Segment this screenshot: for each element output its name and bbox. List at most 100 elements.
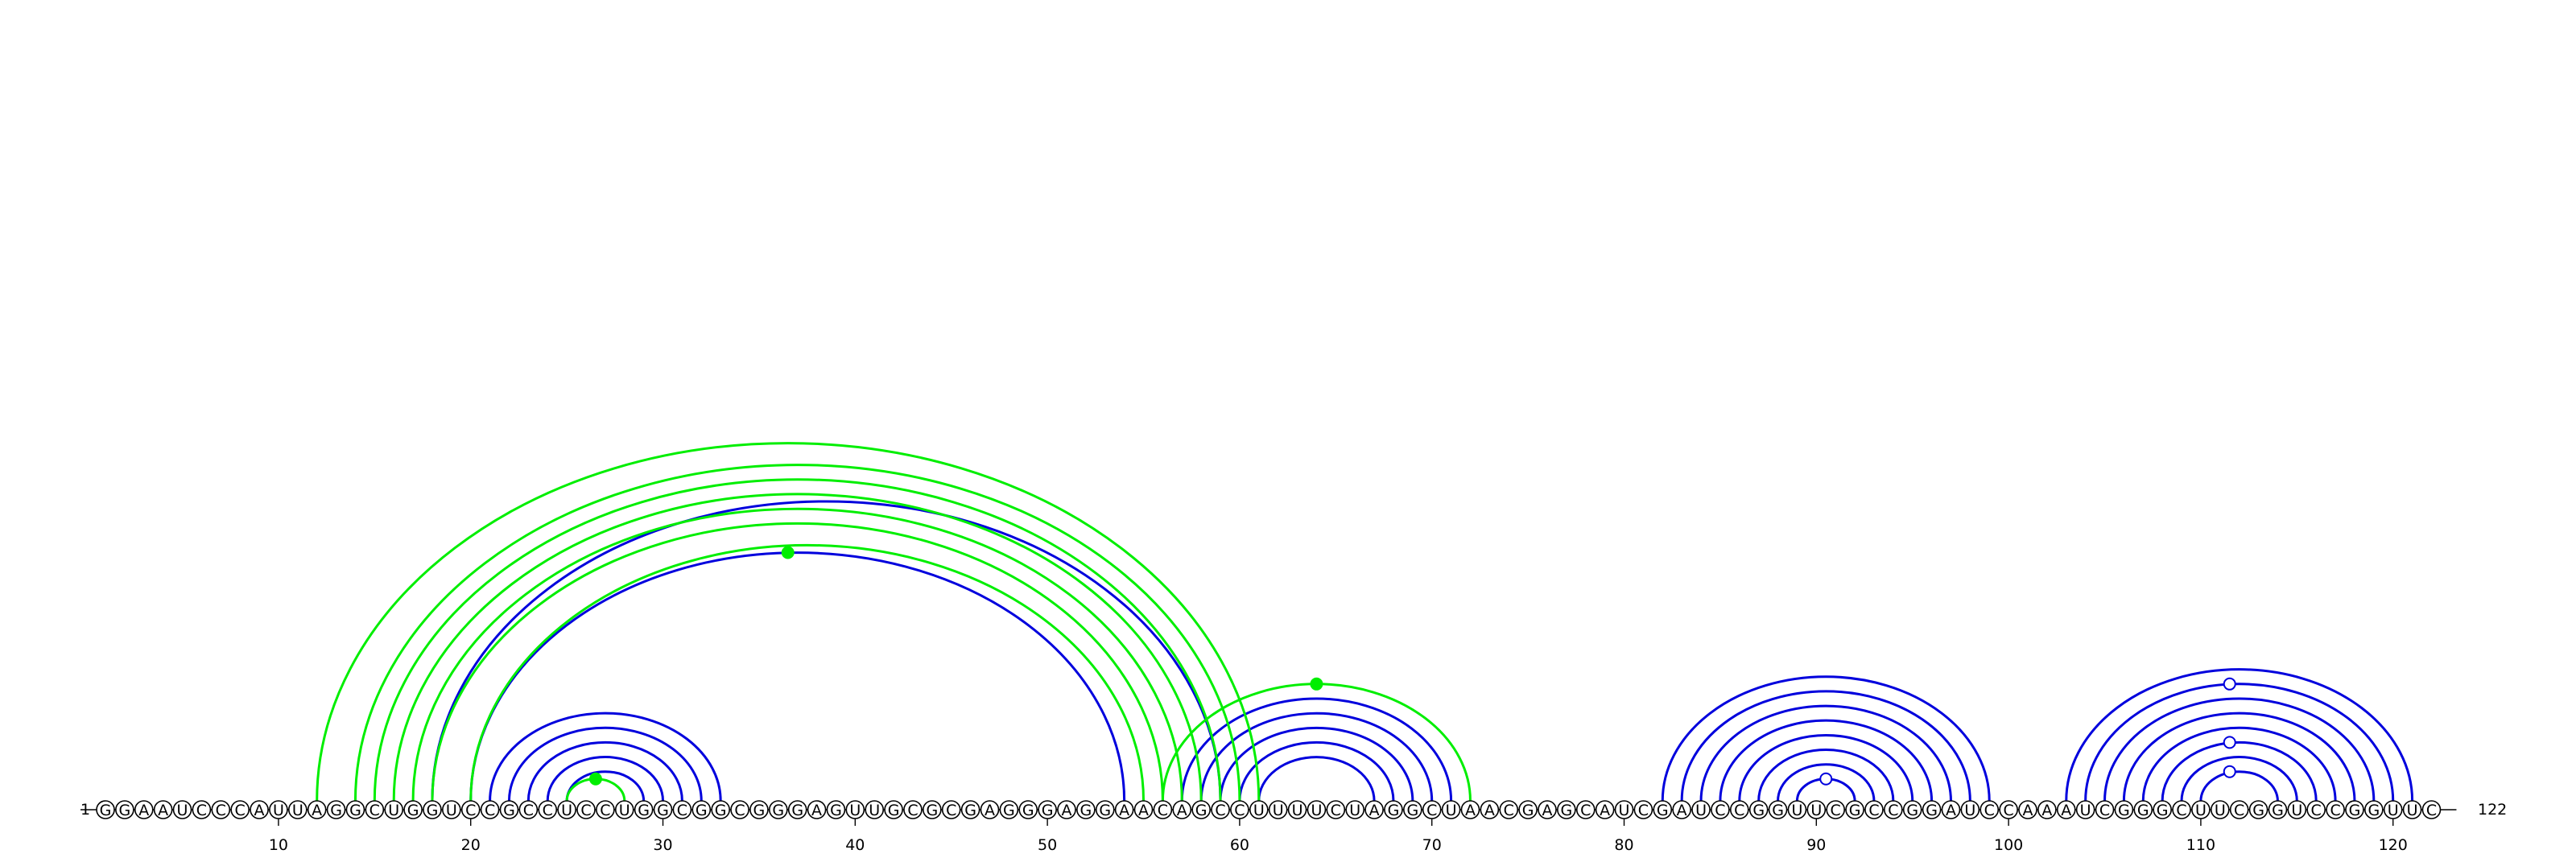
nucleotide-letter: A — [1138, 802, 1149, 819]
nucleotide-circle — [2133, 800, 2153, 819]
nucleotide-circle — [1480, 800, 1500, 819]
nucleotide-letter: G — [100, 802, 112, 819]
nucleotide-letter: C — [465, 802, 476, 819]
nucleotide: C — [1499, 800, 1519, 819]
nucleotide-letter: U — [2407, 802, 2418, 819]
nucleotide-circle — [230, 800, 250, 819]
nucleotide: C — [1575, 800, 1596, 819]
nucleotide-circle — [1153, 800, 1173, 819]
nucleotide-circle — [2114, 800, 2134, 819]
tick-label: 10 — [269, 836, 288, 854]
nucleotide: C — [1230, 800, 1249, 819]
nucleotide: G — [1518, 800, 1538, 819]
nucleotide: U — [2383, 800, 2403, 819]
nucleotide-circle — [1211, 800, 1230, 819]
nucleotide-letter: U — [2080, 802, 2091, 819]
pair-arc-109-115 — [2180, 756, 2298, 802]
nucleotide-letter: U — [1273, 802, 1284, 819]
nucleotide: G — [923, 800, 942, 819]
nucleotide: G — [1095, 800, 1115, 819]
nucleotide-circle — [807, 800, 827, 819]
nucleotide-letter: A — [1677, 802, 1687, 819]
nucleotide-letter: G — [1042, 802, 1054, 819]
nucleotide: C — [1422, 800, 1442, 819]
tick-label: 110 — [2186, 836, 2215, 854]
nucleotide-letter: C — [1215, 802, 1225, 819]
nucleotide-letter: G — [1561, 802, 1573, 819]
nucleotide-circle — [1730, 800, 1749, 819]
nucleotide-circle — [1633, 800, 1653, 819]
nucleotide: U — [287, 800, 308, 819]
nucleotide: U — [2402, 800, 2422, 819]
nucleotide-letter: C — [196, 802, 207, 819]
nucleotide-letter: G — [1926, 802, 1938, 819]
nucleotide-letter: G — [1849, 802, 1861, 819]
nucleotide: G — [403, 800, 423, 819]
nucleotide-circle — [903, 800, 923, 819]
pair-arc-59-69 — [1219, 726, 1414, 802]
pair-arc-14-60 — [353, 464, 1241, 802]
nucleotide-circle — [730, 800, 749, 819]
nucleotide-letter: C — [1831, 802, 1841, 819]
pair-arc-18-56 — [431, 522, 1164, 802]
nucleotide-letter: G — [696, 802, 708, 819]
nucleotide: C — [365, 800, 385, 819]
nucleotide-letter: G — [2137, 802, 2149, 819]
nucleotide-circle — [1691, 800, 1711, 819]
nucleotide-letter: C — [1504, 802, 1514, 819]
pair-arc-17-57 — [411, 507, 1183, 802]
nucleotide-letter: C — [1638, 802, 1649, 819]
nucleotide-letter: G — [1406, 802, 1418, 819]
nucleotide-letter: U — [2195, 802, 2207, 819]
nucleotide: C — [192, 800, 212, 819]
nucleotide-circle — [115, 800, 134, 819]
tick-label: 60 — [1230, 836, 1249, 854]
nucleotide-letter: G — [888, 802, 900, 819]
nucleotide-letter: G — [119, 802, 131, 819]
pair-arc-106-118 — [2122, 712, 2356, 802]
nucleotide: U — [1268, 800, 1288, 819]
nucleotide: G — [1403, 800, 1422, 819]
nucleotide-circle — [1672, 800, 1691, 819]
nucleotide-circle — [2421, 800, 2442, 819]
nucleotide-circle — [2345, 800, 2364, 819]
nucleotide: A — [1672, 800, 1691, 819]
nucleotide-letter: G — [926, 802, 938, 819]
nucleotide-letter: C — [946, 802, 956, 819]
nucleotide: C — [730, 800, 749, 819]
nucleotide-letter: G — [1195, 802, 1208, 819]
nucleotide: G — [2248, 800, 2268, 819]
nucleotide-circle — [634, 800, 654, 819]
nucleotide: G — [96, 800, 115, 819]
nucleotide: G — [1076, 800, 1096, 819]
nucleotide: C — [1211, 800, 1230, 819]
nucleotide: C — [460, 800, 481, 819]
nucleotide-circle — [1979, 800, 2000, 819]
nucleotide-circle — [1845, 800, 1864, 819]
nucleotide: G — [691, 800, 712, 819]
nucleotide-letter: U — [1349, 802, 1360, 819]
nucleotide: C — [480, 800, 500, 819]
nucleotide-letter: G — [503, 802, 515, 819]
tick-label: 100 — [1994, 836, 2023, 854]
nucleotide-circle — [826, 800, 846, 819]
nucleotide: G — [326, 800, 346, 819]
nucleotide-circle — [499, 800, 519, 819]
position-axis: 10 20 30 40 50 60 70 80 90 100 110 120 — [269, 819, 2408, 854]
nucleotide: G — [2133, 800, 2153, 819]
nucleotide: U — [865, 800, 884, 819]
nucleotide: U — [172, 800, 192, 819]
nucleotide-circle — [1384, 800, 1403, 819]
nucleotide: U — [1249, 800, 1269, 819]
nucleotide-circle — [1518, 800, 1538, 819]
nucleotide: G — [1038, 800, 1057, 819]
tick-label: 90 — [1806, 836, 1826, 854]
nucleotide-circle — [307, 800, 327, 819]
nucleotide-circle — [884, 800, 903, 819]
nucleotide-letter: C — [734, 802, 745, 819]
nucleotide-letter: C — [1234, 802, 1245, 819]
pair-arc-82-99 — [1661, 675, 1991, 802]
nucleotide-circle — [672, 800, 692, 819]
nucleotide-letter: G — [1099, 802, 1111, 819]
nucleotide-circle — [96, 800, 115, 819]
